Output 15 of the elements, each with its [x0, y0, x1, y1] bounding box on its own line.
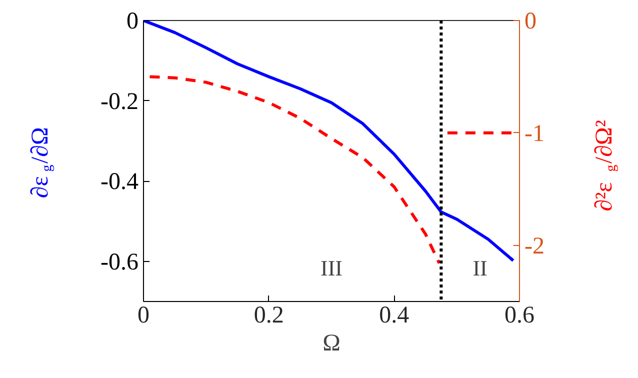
y-tick-label: -0.6 [100, 249, 139, 276]
annotation: II [472, 255, 488, 280]
x-tick-label: 0.2 [254, 302, 284, 328]
y2-axis-title: ∂²εg/∂Ω² [592, 120, 620, 212]
x-axis-title: Ω [322, 330, 340, 356]
x-tick-label: 0.4 [379, 302, 410, 328]
y-tick-label: 0 [126, 8, 138, 34]
annotation: III [320, 255, 342, 280]
y2-tick-label: -2 [524, 233, 544, 260]
y2-tick-label: 0 [524, 8, 536, 34]
x-tick-label: 0.6 [504, 302, 534, 328]
y2-tick-label: -1 [524, 120, 544, 147]
y-tick-label: -0.2 [100, 88, 139, 115]
y-axis-title: ∂εg/∂Ω [28, 127, 56, 198]
y-tick-label: -0.4 [100, 169, 139, 196]
